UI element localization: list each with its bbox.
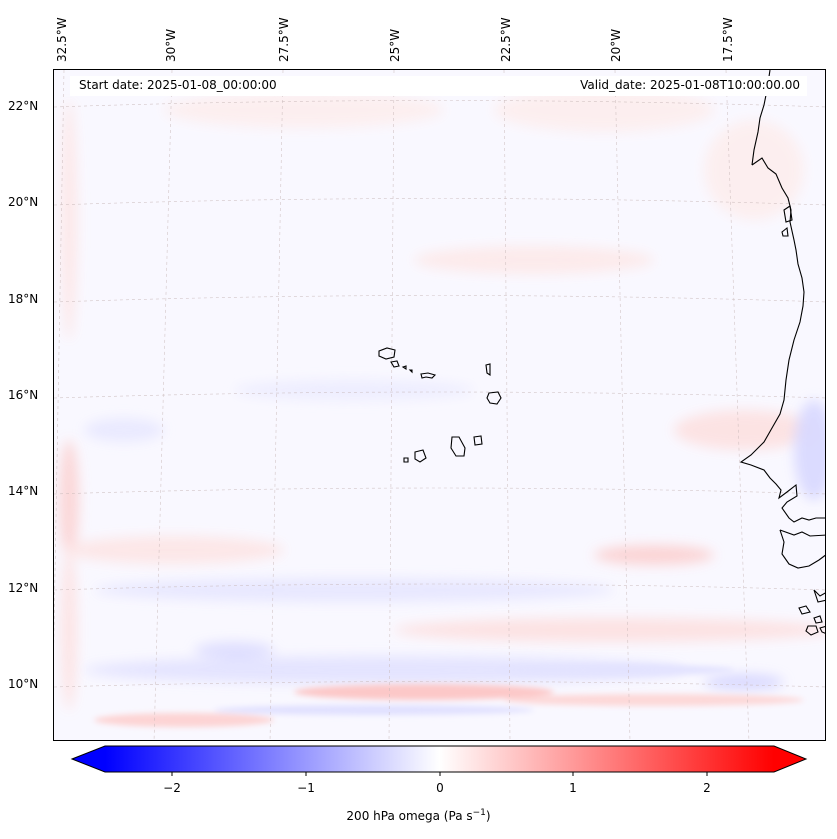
colorbar-tick-label-2: 2 <box>703 781 711 795</box>
lon-label-32-5w: 32.5°W <box>55 17 69 62</box>
lon-label-27-5w: 27.5°W <box>277 17 291 62</box>
lon-label-22-5w: 22.5°W <box>499 17 513 62</box>
colorbar-label-text: 200 hPa omega (Pa s <box>346 809 473 823</box>
omega-map <box>53 69 826 741</box>
colorbar-tick-label-m2: −2 <box>163 781 181 795</box>
lon-label-17-5w: 17.5°W <box>721 17 735 62</box>
colorbar-tick-label-m1: −1 <box>297 781 315 795</box>
date-header <box>70 76 807 96</box>
colorbar-label: 200 hPa omega (Pa s−1) <box>0 808 837 823</box>
colorbar <box>70 745 808 776</box>
islands <box>378 347 502 463</box>
colorbar-label-exponent: −1 <box>472 808 486 818</box>
colorbar-tick-label-0: 0 <box>436 781 444 795</box>
lat-label-20n: 20°N <box>8 195 39 209</box>
lat-label-14n: 14°N <box>8 484 39 498</box>
colorbar-gradient <box>105 746 774 772</box>
colorbar-tick-label-1: 1 <box>569 781 577 795</box>
colorbar-min-extend <box>72 746 105 772</box>
start-date-label: Start date: 2025-01-08_00:00:00 <box>79 78 277 92</box>
lat-label-18n: 18°N <box>8 292 39 306</box>
lon-label-25w: 25°W <box>388 28 402 62</box>
lat-label-10n: 10°N <box>8 677 39 691</box>
lat-label-16n: 16°N <box>8 388 39 402</box>
valid-date-label: Valid_date: 2025-01-08T10:00:00.00 <box>580 78 800 92</box>
lon-label-20w: 20°W <box>609 28 623 62</box>
lat-label-12n: 12°N <box>8 581 39 595</box>
omega-field <box>54 70 825 740</box>
colorbar-label-close: ) <box>485 809 491 823</box>
lat-label-22n: 22°N <box>8 99 39 113</box>
colorbar-max-extend <box>774 746 806 772</box>
lon-label-30w: 30°W <box>164 28 178 62</box>
